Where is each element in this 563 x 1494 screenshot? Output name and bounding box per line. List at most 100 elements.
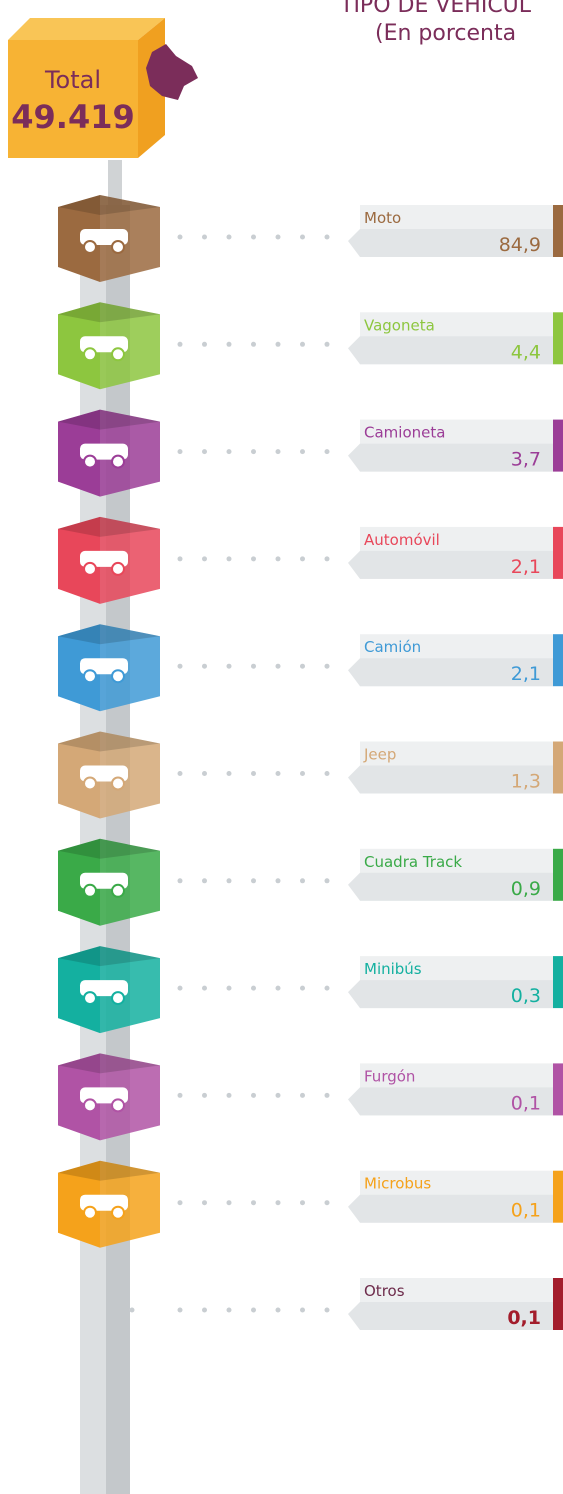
label-panel-bottom — [348, 1194, 553, 1223]
item-name: Jeep — [363, 746, 396, 764]
dot — [177, 985, 183, 991]
dot — [251, 1200, 256, 1206]
icon-box-left — [58, 838, 100, 926]
dot — [226, 1307, 232, 1313]
wheel — [111, 454, 125, 469]
dot — [202, 663, 207, 669]
color-bar — [553, 848, 563, 901]
wheel — [111, 669, 125, 684]
dot — [300, 234, 305, 240]
icon-box-top — [58, 195, 160, 215]
icon-box-left — [58, 624, 100, 712]
wheel — [111, 776, 125, 791]
color-bar — [553, 956, 563, 1009]
dot — [251, 234, 256, 240]
item-value: 0,1 — [511, 1200, 541, 1222]
dot — [300, 449, 305, 455]
dot — [226, 1092, 232, 1098]
item-name: Minibús — [364, 960, 422, 978]
dot — [226, 1200, 232, 1206]
label-panel-bottom — [348, 872, 553, 901]
icon-box-right — [100, 624, 160, 712]
dot — [324, 1200, 330, 1206]
title: TIPO DE VEHÍCUL — [339, 0, 532, 18]
icon-box-top — [58, 624, 160, 645]
dot — [202, 1307, 207, 1313]
dot — [300, 663, 305, 669]
icon-box-left — [58, 195, 100, 282]
icon-box-left — [58, 302, 100, 390]
label-panel-bottom — [348, 229, 553, 257]
item-name: Automóvil — [364, 531, 440, 549]
wheel — [83, 347, 97, 362]
dot — [300, 1092, 305, 1098]
dot — [251, 663, 256, 669]
dot — [202, 449, 207, 455]
item-value: 2,1 — [511, 663, 541, 685]
icon-box-right — [100, 195, 160, 282]
color-bar — [553, 1278, 563, 1330]
dot — [226, 449, 232, 455]
label-panel-bottom — [348, 550, 553, 579]
dot — [177, 878, 183, 884]
icon-box-right — [100, 838, 160, 926]
dot — [202, 234, 207, 240]
dot — [324, 663, 330, 669]
dot — [251, 878, 256, 884]
item-value: 3,7 — [511, 449, 541, 471]
icon-box-left — [58, 731, 100, 819]
item-name: Vagoneta — [364, 316, 435, 334]
wheel — [83, 991, 97, 1006]
wheel — [83, 776, 97, 791]
dot — [300, 771, 305, 776]
icon-box-left — [58, 946, 100, 1034]
icon-box-left — [58, 516, 100, 604]
wheel — [83, 669, 97, 684]
icon-box-top — [58, 946, 160, 967]
icon-box-left — [58, 1160, 100, 1248]
icon-box-right — [100, 1053, 160, 1141]
dot — [275, 985, 281, 991]
dot — [177, 341, 183, 347]
icon-box-top — [58, 516, 160, 537]
total-top — [8, 18, 165, 40]
dot — [177, 234, 183, 240]
wheel — [111, 240, 125, 254]
wheel — [111, 347, 125, 362]
item-name: Furgón — [364, 1067, 415, 1085]
total-value: 49.419 — [11, 98, 134, 136]
dot — [177, 556, 183, 562]
pole-connector — [108, 160, 122, 205]
dot — [275, 1307, 281, 1313]
dot — [300, 1307, 305, 1313]
item-name: Otros — [364, 1282, 405, 1300]
icon-box-left — [58, 1053, 100, 1141]
dot — [300, 878, 305, 884]
dot — [202, 878, 207, 884]
dot — [324, 1307, 330, 1313]
dot — [275, 1092, 281, 1098]
icon-box-top — [58, 838, 160, 859]
dot — [202, 556, 207, 562]
dot — [300, 985, 305, 991]
dot — [177, 663, 183, 669]
dot — [177, 449, 183, 455]
dot — [300, 556, 305, 562]
dot — [324, 449, 330, 455]
color-bar — [553, 1063, 563, 1116]
wheel — [111, 1205, 125, 1220]
color-bar — [553, 634, 563, 687]
map-icon — [146, 44, 198, 100]
wheel — [111, 1098, 125, 1113]
total-label: Total — [44, 66, 101, 94]
item-name: Moto — [364, 209, 401, 227]
label-panel-bottom — [348, 336, 553, 365]
dot — [177, 1092, 183, 1098]
dot — [251, 1307, 256, 1313]
wheel — [83, 240, 97, 254]
color-bar — [553, 419, 563, 472]
icon-box-top — [58, 409, 160, 430]
icon-box-top — [58, 731, 160, 752]
dot — [324, 341, 330, 347]
